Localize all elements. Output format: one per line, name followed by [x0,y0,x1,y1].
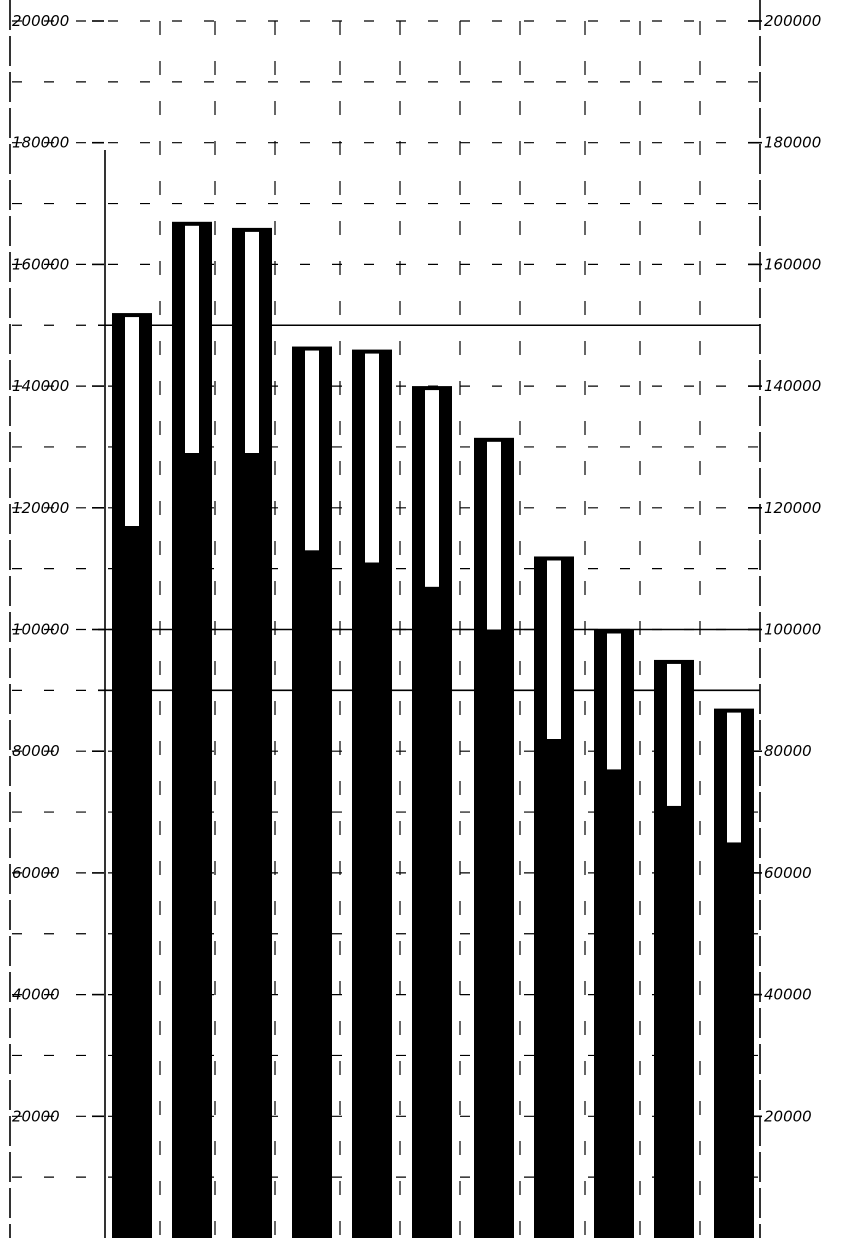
left-tick-label: 80000 [12,742,60,760]
right-tick-label: 200000 [764,12,821,30]
bar-solid-segment [352,562,392,1238]
right-tick-label: 20000 [764,1107,812,1125]
right-tick-label: 160000 [764,255,821,273]
bar-hollow-segment [305,350,319,551]
bar-solid-segment [714,842,754,1238]
bar-solid-segment [412,586,452,1238]
bar-hollow-segment [607,633,621,770]
bar-hollow-segment [365,353,379,563]
left-tick-label: 20000 [12,1107,60,1125]
right-tick-label: 120000 [764,499,821,517]
left-tick-label: 60000 [12,864,60,882]
bar-hollow-segment [727,712,741,843]
bar-solid-segment [474,629,514,1238]
bars [112,221,754,1238]
right-tick-label: 40000 [764,986,812,1004]
left-tick-label: 180000 [12,134,69,152]
bar-hollow-segment [667,663,681,806]
bar-hollow-segment [125,317,139,527]
right-tick-label: 100000 [764,621,821,639]
left-tick-label: 200000 [12,12,69,30]
bar-solid-segment [232,453,272,1238]
right-tick-label: 60000 [764,864,812,882]
bar-hollow-segment [245,231,259,454]
bar-hollow-segment [547,560,561,740]
bar-solid-segment [172,453,212,1238]
left-tick-label: 160000 [12,255,69,273]
bar-hollow-segment [425,390,439,587]
bar-hollow-segment [185,225,199,454]
left-tick-label: 140000 [12,377,69,395]
bar-solid-segment [292,550,332,1238]
left-tick-label: 100000 [12,621,69,639]
axes [9,0,761,1238]
bar-solid-segment [534,739,574,1238]
bar-solid-segment [112,526,152,1238]
left-tick-label: 120000 [12,499,69,517]
left-tick-label: 40000 [12,986,60,1004]
bar-solid-segment [594,769,634,1238]
bar-solid-segment [654,805,694,1238]
tick-labels: 20000 40000 60000 80000 100000 120000 140000 16… [12,12,821,1125]
right-tick-label: 180000 [764,134,821,152]
right-tick-label: 80000 [764,742,812,760]
right-tick-label: 140000 [764,377,821,395]
bar-hollow-segment [487,441,501,630]
